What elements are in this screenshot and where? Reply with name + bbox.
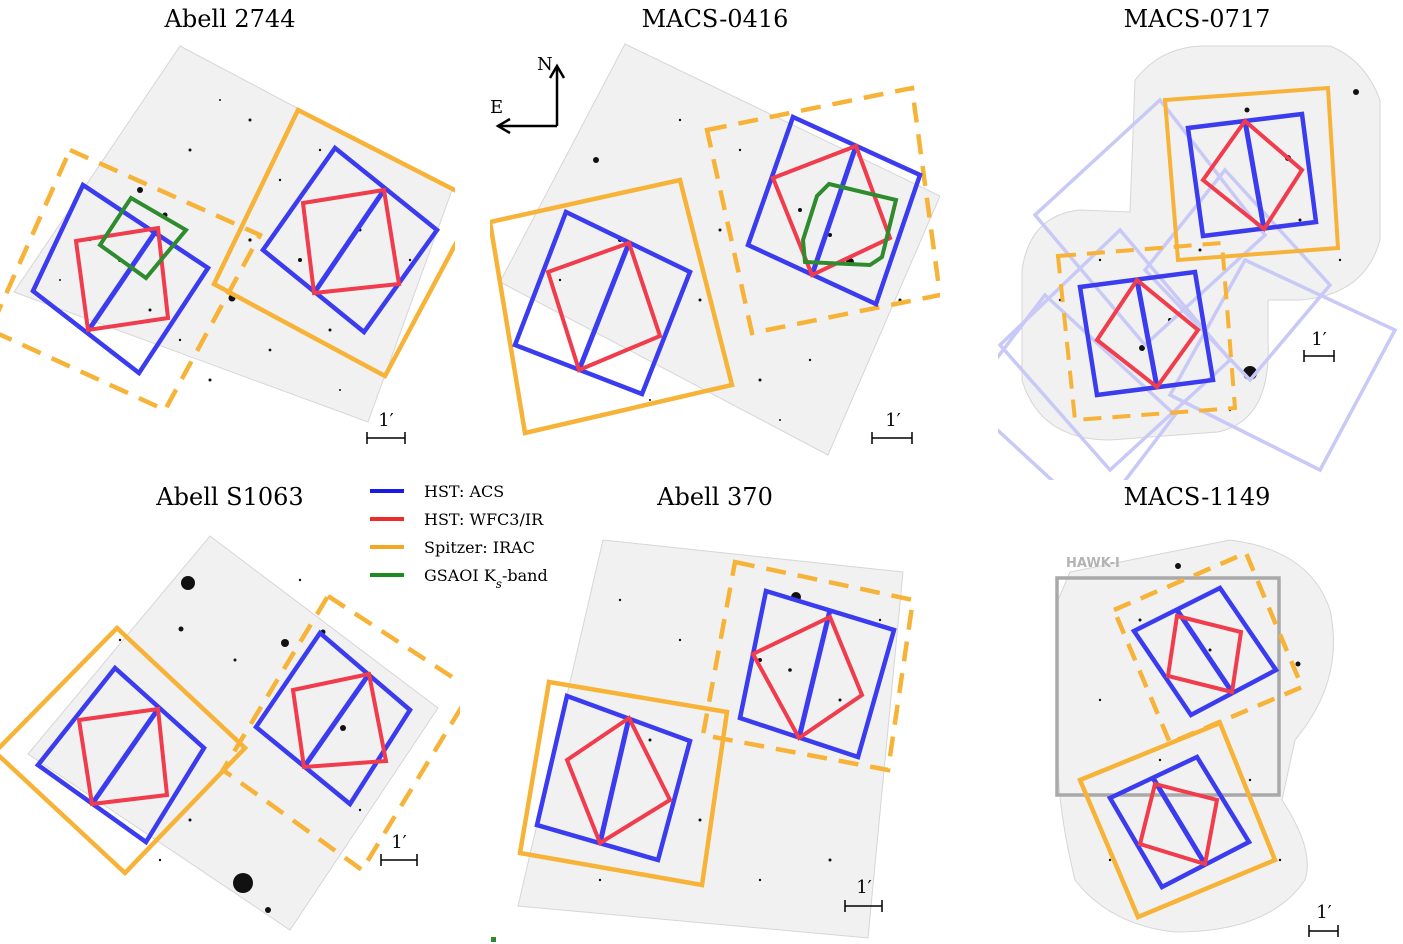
star-field [118, 576, 362, 913]
stray-green-mark [491, 937, 496, 942]
hawk-i-footprint [1055, 576, 1281, 797]
gsaoi-footprint [800, 181, 899, 268]
irac-footprint [490, 177, 735, 436]
panel-title: MACS-0717 [1124, 5, 1271, 33]
irac-footprint-dashed [704, 85, 940, 336]
acs-footprints [1106, 585, 1280, 890]
irac-footprint [0, 624, 249, 877]
irac-footprint-dashed [0, 147, 264, 413]
irac-footprint-dashed [1111, 550, 1305, 746]
wfc3-footprints [564, 614, 865, 846]
sky-image [13, 45, 453, 423]
panel-abell-2744: Abell 2744 [0, 5, 455, 444]
star-field [1098, 563, 1301, 862]
hawk-i-label: HAWK-I [1066, 556, 1120, 571]
acs-footprints [1077, 111, 1319, 398]
acs-footprints [512, 113, 923, 397]
legend-item-irac: Spitzer: IRAC [370, 538, 535, 557]
acs-faint-footprints [998, 97, 1398, 480]
scale-label: 1′ [856, 877, 872, 898]
legend-label-sub: s [496, 577, 502, 591]
scale-bar: 1′ [871, 410, 913, 444]
panel-title: MACS-0416 [642, 5, 789, 33]
gsaoi-footprint [97, 195, 190, 281]
irac-footprint [211, 106, 455, 380]
panel-title: MACS-1149 [1124, 483, 1271, 511]
legend-label-main: GSAOI K [424, 566, 497, 585]
panel-abell-370: Abell 370 [491, 483, 916, 942]
acs-footprints [534, 588, 897, 863]
panel-abell-s1063: Abell S1063 [0, 483, 460, 931]
sky-image [27, 535, 439, 931]
wfc3-footprints [73, 187, 402, 333]
scale-bar: 1′ [1308, 902, 1339, 937]
scale-bar: 1′ [1303, 329, 1335, 362]
irac-footprint [1077, 720, 1278, 920]
legend-label: GSAOI Ks-band [424, 566, 548, 591]
wfc3-footprints [76, 671, 389, 807]
legend-label: Spitzer: IRAC [424, 538, 535, 557]
panel-title: Abell 370 [656, 483, 773, 511]
wfc3-footprints [1137, 613, 1244, 867]
legend-item-gsaoi: GSAOI Ks-band [370, 566, 548, 591]
wfc3-footprints [1094, 118, 1305, 390]
scale-label: 1′ [885, 410, 901, 431]
legend-item-wfc3: HST: WFC3/IR [370, 510, 544, 529]
legend-item-acs: HST: ACS [370, 482, 504, 501]
irac-footprint-dashed [700, 559, 916, 773]
legend-label-tail: -band [502, 566, 548, 585]
scale-label: 1′ [391, 832, 407, 853]
legend-label: HST: WFC3/IR [424, 510, 544, 529]
compass: N E [490, 54, 566, 135]
scale-bar: 1′ [366, 410, 406, 444]
scale-bar: 1′ [380, 832, 418, 866]
scale-label: 1′ [378, 410, 394, 431]
wfc3-footprints [545, 143, 893, 373]
panel-macs-1149: MACS-1149 HAWK-I [1055, 483, 1339, 937]
scale-bar: 1′ [844, 877, 883, 912]
compass-north-label: N [537, 54, 553, 75]
irac-footprint [517, 679, 730, 888]
panel-macs-0717: MACS-0717 [998, 5, 1398, 480]
panel-title: Abell 2744 [164, 5, 296, 33]
scale-label: 1′ [1316, 902, 1332, 923]
acs-footprints [34, 629, 413, 846]
acs-footprints [30, 144, 441, 377]
legend: HST: ACS HST: WFC3/IR Spitzer: IRAC GSAO… [370, 482, 548, 591]
scale-label: 1′ [1311, 329, 1327, 350]
legend-label: HST: ACS [424, 482, 504, 501]
irac-footprints [1055, 85, 1341, 423]
sky-image [499, 43, 940, 456]
compass-east-label: E [490, 97, 503, 118]
sky-image [517, 539, 904, 939]
irac-footprint-dashed [220, 592, 460, 874]
panel-title: Abell S1063 [155, 483, 303, 511]
panel-macs-0416: MACS-0416 N E [490, 5, 940, 456]
